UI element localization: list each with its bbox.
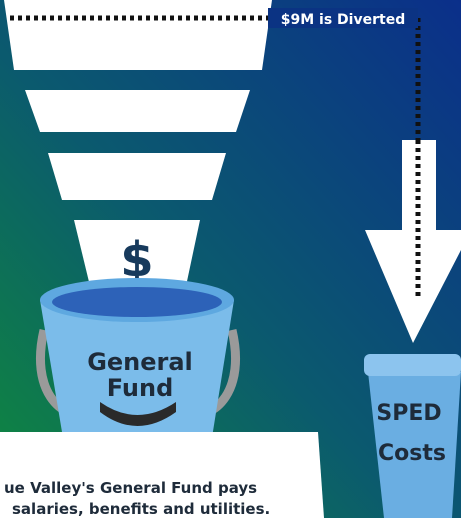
bucket-label: Fund	[107, 374, 174, 402]
cup-label: Costs	[378, 441, 446, 466]
funnel-stripe	[25, 90, 250, 132]
annotation: $9M is Diverted	[281, 12, 405, 28]
cup-lid	[364, 354, 461, 376]
caption-line: ue Valley's General Fund pays	[4, 479, 257, 497]
infographic: $ $9M is Diverted General Fund SPED Cost…	[0, 0, 461, 518]
funnel-stripe	[4, 0, 272, 70]
cup-label: SPED	[376, 401, 441, 426]
funnel-stripe	[48, 153, 226, 200]
bucket-inside	[52, 287, 222, 317]
caption-line: salaries, benefits and utilities.	[12, 500, 270, 518]
bucket-label: General	[87, 348, 193, 376]
